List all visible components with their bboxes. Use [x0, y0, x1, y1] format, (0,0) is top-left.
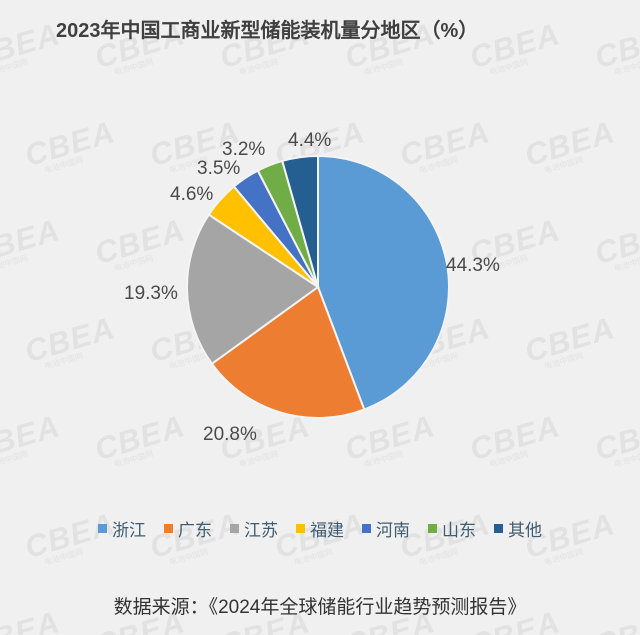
legend-swatch-icon [296, 524, 305, 533]
legend-swatch-icon [494, 524, 503, 533]
legend-item-label: 其他 [508, 521, 542, 540]
pie-slice-广东 [210, 285, 366, 419]
legend-item-label: 江苏 [244, 521, 278, 540]
source-note: 数据来源：《2024年全球储能行业趋势预测报告》 [113, 597, 527, 618]
legend-swatch-icon [230, 524, 239, 533]
legend-swatch-icon [362, 524, 371, 533]
legend-swatch-icon [428, 524, 437, 533]
data-label-zhejiang: 44.3% [446, 255, 500, 276]
legend-item-广东[interactable]: 广东 [164, 516, 212, 541]
page-title: 2023年中国工商业新型储能装机量分地区（%） [56, 20, 479, 42]
data-label-henan: 3.5% [197, 158, 241, 179]
pie-chart-svg [186, 155, 450, 419]
pie-slice-浙江 [317, 155, 450, 411]
legend-item-label: 河南 [376, 521, 410, 540]
data-label-jiangsu: 19.3% [124, 283, 178, 304]
legend-swatch-icon [164, 524, 173, 533]
legend-item-label: 浙江 [112, 521, 146, 540]
legend-item-浙江[interactable]: 浙江 [98, 516, 146, 541]
data-label-fujian: 4.6% [170, 184, 214, 205]
chart-legend: 浙江 广东 江苏 福建 河南 山东 其他 [0, 516, 640, 541]
data-label-shandong: 3.2% [222, 139, 266, 160]
legend-item-label: 广东 [178, 521, 212, 540]
legend-item-label: 山东 [442, 521, 476, 540]
data-label-guangdong: 20.8% [203, 424, 257, 445]
data-label-other: 4.4% [288, 130, 332, 151]
legend-item-label: 福建 [310, 521, 344, 540]
legend-item-福建[interactable]: 福建 [296, 516, 344, 541]
legend-item-其他[interactable]: 其他 [494, 516, 542, 541]
legend-item-江苏[interactable]: 江苏 [230, 516, 278, 541]
pie-chart [186, 155, 450, 419]
legend-item-河南[interactable]: 河南 [362, 516, 410, 541]
legend-swatch-icon [98, 524, 107, 533]
legend-item-山东[interactable]: 山东 [428, 516, 476, 541]
pie-slice-江苏 [186, 213, 320, 366]
pie-slice-其他 [281, 155, 319, 288]
